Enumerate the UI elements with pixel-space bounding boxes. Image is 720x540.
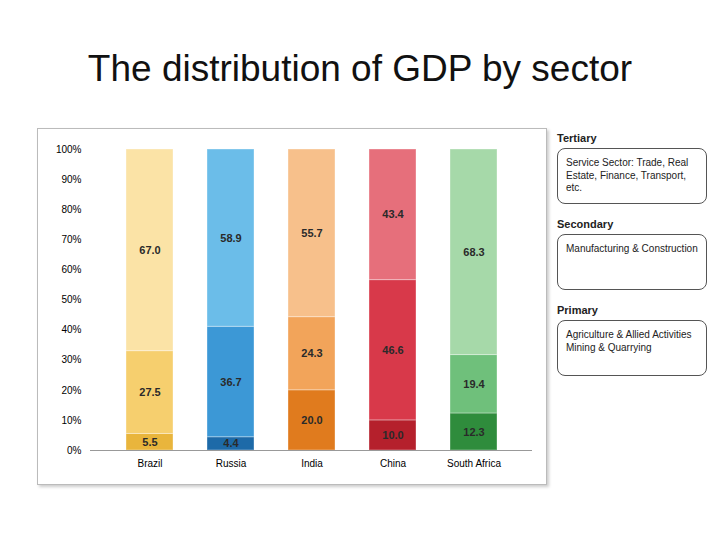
svg-text:24.3: 24.3: [301, 347, 322, 359]
svg-text:55.7: 55.7: [301, 227, 322, 239]
svg-text:58.9: 58.9: [220, 232, 241, 244]
svg-text:80%: 80%: [61, 204, 81, 215]
svg-text:36.7: 36.7: [220, 376, 241, 388]
svg-text:Brazil: Brazil: [137, 458, 162, 469]
svg-text:19.4: 19.4: [463, 378, 485, 390]
html-text:Primary: Primary: [557, 304, 598, 316]
svg-text:20%: 20%: [61, 385, 81, 396]
svg-text:50%: 50%: [61, 294, 81, 305]
svg-text:27.5: 27.5: [139, 386, 160, 398]
html-text:Agriculture & Allied Activitie: Agriculture & Allied Activities Mining &…: [566, 329, 692, 353]
svg-text:Russia: Russia: [216, 458, 247, 469]
svg-text:12.3: 12.3: [463, 426, 484, 438]
svg-text:10%: 10%: [61, 415, 81, 426]
svg-text:40%: 40%: [61, 324, 81, 335]
html-text:Tertiary: Tertiary: [557, 132, 597, 144]
svg-text:South Africa: South Africa: [447, 458, 501, 469]
svg-text:70%: 70%: [61, 234, 81, 245]
svg-text:0%: 0%: [67, 445, 82, 456]
svg-text:20.0: 20.0: [301, 414, 322, 426]
html-text:Service Sector: Trade, Real Es: Service Sector: Trade, Real Estate, Fina…: [566, 157, 689, 193]
svg-text:10.0: 10.0: [382, 429, 403, 441]
svg-text:60%: 60%: [61, 264, 81, 275]
svg-text:100%: 100%: [56, 144, 82, 155]
svg-text:67.0: 67.0: [139, 244, 160, 256]
svg-text:30%: 30%: [61, 354, 81, 365]
svg-text:China: China: [380, 458, 407, 469]
svg-text:68.3: 68.3: [463, 246, 484, 258]
html-text:Manufacturing & Construction: Manufacturing & Construction: [566, 243, 698, 254]
svg-text:India: India: [301, 458, 323, 469]
svg-text:46.6: 46.6: [382, 344, 403, 356]
svg-text:4.4: 4.4: [223, 437, 239, 449]
svg-text:90%: 90%: [61, 174, 81, 185]
html-text:Secondary: Secondary: [557, 218, 614, 230]
svg-text:43.4: 43.4: [382, 208, 404, 220]
svg-text:5.5: 5.5: [142, 436, 157, 448]
html-text:The distribution of GDP by sec: The distribution of GDP by sector: [87, 48, 633, 89]
